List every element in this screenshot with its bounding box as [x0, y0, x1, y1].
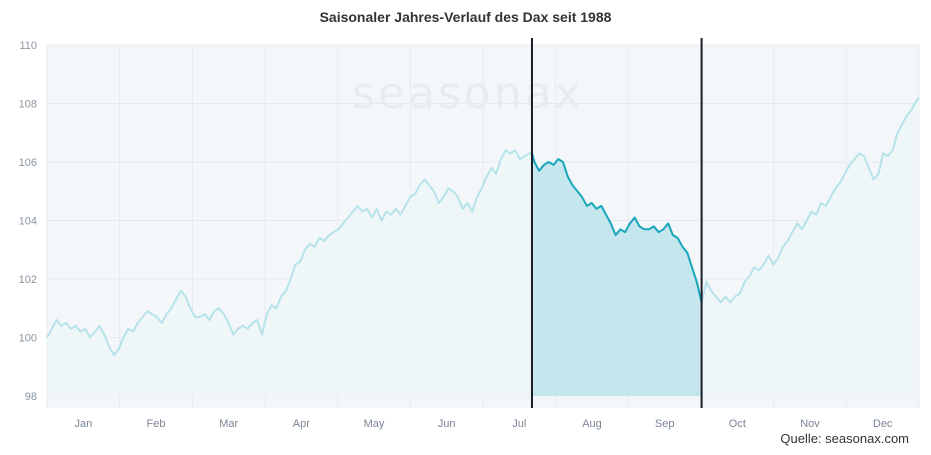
- source-note: Quelle: seasonax.com: [780, 431, 909, 446]
- highlight-boundaries: [530, 38, 703, 408]
- area-highlight: [532, 153, 702, 396]
- y-tick-label: 100: [19, 333, 37, 345]
- x-tick-label: Dec: [873, 418, 893, 430]
- series-line-after-highlight: [700, 96, 920, 304]
- y-tick-label: 104: [19, 216, 37, 228]
- y-tick-label: 102: [19, 274, 37, 286]
- area-fills: [47, 97, 919, 396]
- x-tick-label: Sep: [655, 418, 675, 430]
- series-line-before-highlight: [46, 149, 532, 356]
- x-tick-label: Nov: [800, 418, 820, 430]
- x-tick-label: Jan: [74, 418, 92, 430]
- watermark-logo: seasonax: [352, 68, 584, 119]
- x-tick-label: Jul: [512, 418, 526, 430]
- chart-title: Saisonaler Jahres-Verlauf des Dax seit 1…: [319, 9, 612, 25]
- x-axis-ticks: Jan Feb Mar Apr May Jun Jul Aug Sep Oct Nov Dec: [74, 418, 892, 430]
- area-after-highlight: [701, 97, 919, 396]
- x-tick-label: Jun: [438, 418, 456, 430]
- area-before-highlight: [47, 150, 532, 396]
- x-tick-label: May: [364, 418, 385, 430]
- y-tick-label: 106: [19, 157, 37, 169]
- x-tick-label: Feb: [147, 418, 166, 430]
- y-tick-label: 110: [19, 40, 37, 52]
- series-line-highlight: [531, 152, 703, 303]
- series-lines: [46, 96, 920, 356]
- y-tick-label: 108: [19, 99, 37, 111]
- x-tick-label: Apr: [293, 418, 310, 430]
- y-tick-label: 98: [25, 391, 37, 403]
- x-tick-label: Mar: [219, 418, 238, 430]
- y-axis-ticks: 98 100 102 104 106 108 110: [19, 40, 37, 403]
- x-tick-label: Oct: [729, 418, 746, 430]
- x-tick-label: Aug: [582, 418, 602, 430]
